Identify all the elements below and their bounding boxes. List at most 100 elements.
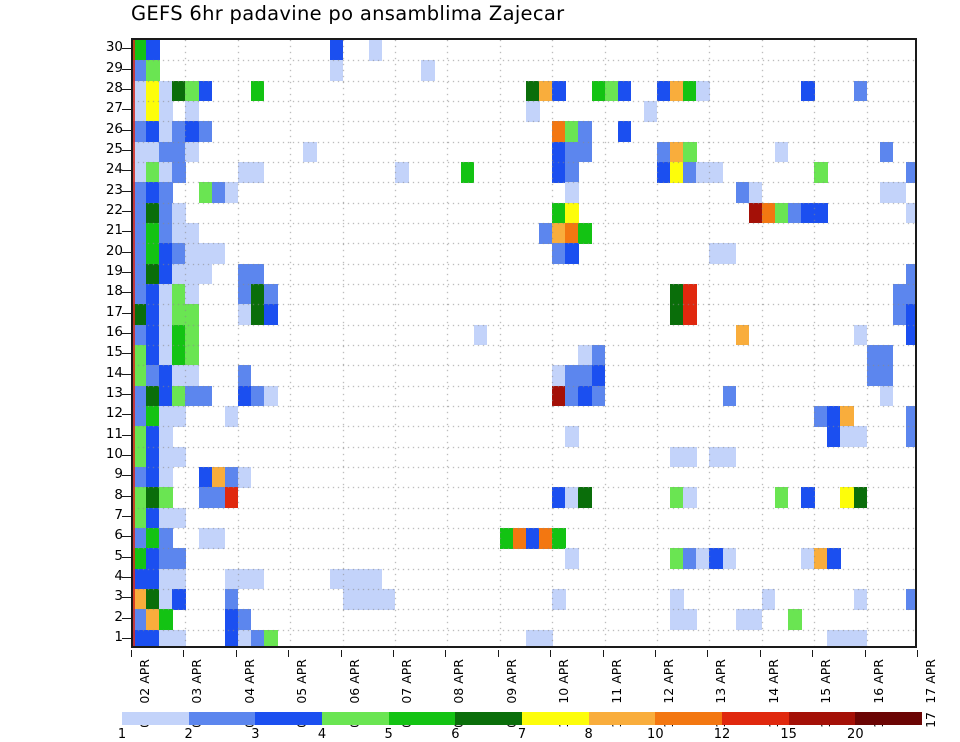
y-axis-tick-label: 24 xyxy=(105,161,123,178)
y-axis-tick-label: 14 xyxy=(105,364,123,381)
colorbar-segment xyxy=(122,712,189,725)
heatmap-cell xyxy=(133,304,147,326)
x-axis-tick-label: 13 APR xyxy=(713,659,729,704)
heatmap-cell xyxy=(146,406,160,427)
heatmap-cell xyxy=(670,446,684,468)
heatmap-cell xyxy=(198,182,212,204)
y-axis-tick-label: 27 xyxy=(105,100,123,117)
x-axis-tick xyxy=(340,650,342,657)
y-axis-tick xyxy=(122,88,131,90)
heatmap-cell xyxy=(211,467,226,488)
heatmap-cell xyxy=(146,223,160,244)
heatmap-cell xyxy=(617,121,632,143)
heatmap-cell xyxy=(670,80,684,102)
heatmap-cell xyxy=(133,284,147,305)
heatmap-cell xyxy=(172,243,186,265)
heatmap-cell xyxy=(133,182,147,204)
y-axis-tick-label: 5 xyxy=(114,547,123,564)
heatmap-cell xyxy=(237,284,252,305)
x-axis-tick xyxy=(707,650,709,657)
heatmap-cell xyxy=(133,60,147,82)
heatmap-cell xyxy=(604,80,619,102)
heatmap-cell xyxy=(748,202,763,224)
heatmap-cell xyxy=(735,609,750,631)
heatmap-cell xyxy=(892,304,907,326)
heatmap-cell xyxy=(814,202,828,224)
heatmap-cell xyxy=(565,202,579,224)
heatmap-cell xyxy=(395,162,409,183)
colorbar-segment xyxy=(788,712,856,725)
heatmap-cell xyxy=(146,324,160,346)
heatmap-cell xyxy=(565,121,579,143)
y-axis-tick xyxy=(122,454,131,456)
x-axis-tick xyxy=(759,650,761,657)
heatmap-cell xyxy=(185,80,199,102)
heatmap-cell xyxy=(172,446,186,468)
heatmap-cell xyxy=(264,304,278,326)
y-axis: 1 2 3 4 5 6 7 8 9 10 11 12 13 14 15 16 17 18 19 20 21 22 23 24 2… xyxy=(95,38,131,648)
heatmap-cell xyxy=(146,121,160,143)
heatmap-cell xyxy=(146,304,160,326)
heatmap-cell xyxy=(905,304,915,326)
y-axis-tick xyxy=(122,149,131,151)
colorbar-tick-label: 5 xyxy=(384,727,393,742)
y-axis-tick-label: 26 xyxy=(105,120,123,137)
heatmap-cells xyxy=(133,40,915,646)
heatmap-cell xyxy=(250,629,265,646)
heatmap-cell xyxy=(683,548,697,570)
y-axis-tick-label: 4 xyxy=(114,567,123,584)
heatmap-cell xyxy=(905,324,915,346)
heatmap-cell xyxy=(237,162,252,183)
heatmap-cell xyxy=(853,80,867,102)
heatmap-cell xyxy=(159,385,173,407)
heatmap-cell xyxy=(905,202,915,224)
y-axis-tick xyxy=(122,332,131,334)
heatmap-cell xyxy=(722,548,736,570)
heatmap-cell xyxy=(237,385,252,407)
heatmap-cell xyxy=(591,365,605,387)
heatmap-cell xyxy=(172,507,186,529)
heatmap-cell xyxy=(185,304,199,326)
heatmap-cell xyxy=(722,243,736,265)
y-axis-tick xyxy=(122,637,131,639)
heatmap-cell xyxy=(146,487,160,509)
x-axis-tick xyxy=(393,650,394,657)
heatmap-cell xyxy=(159,426,173,448)
heatmap-cell xyxy=(853,487,867,509)
y-axis-tick-label: 15 xyxy=(105,344,123,361)
heatmap-cell xyxy=(368,40,383,61)
heatmap-cell xyxy=(159,507,173,529)
heatmap-cell xyxy=(146,365,160,387)
analysis-time-marker xyxy=(133,40,135,646)
heatmap-cell xyxy=(905,162,915,183)
heatmap-cell xyxy=(670,589,684,610)
heatmap-cell xyxy=(814,548,828,570)
heatmap-cell xyxy=(840,629,854,646)
heatmap-cell xyxy=(159,162,173,183)
heatmap-cell xyxy=(329,60,343,82)
y-axis-tick xyxy=(122,515,131,517)
heatmap-cell xyxy=(146,202,160,224)
y-axis-tick-label: 6 xyxy=(114,527,123,544)
heatmap-cell xyxy=(172,162,186,183)
y-axis-tick xyxy=(122,170,131,172)
y-axis-tick-label: 9 xyxy=(114,466,123,483)
x-axis-tick xyxy=(288,650,290,657)
heatmap-cell xyxy=(133,589,147,610)
heatmap-cell xyxy=(237,629,252,646)
heatmap-cell xyxy=(866,345,881,366)
heatmap-cell xyxy=(172,406,186,427)
heatmap-cell xyxy=(552,202,566,224)
heatmap-cell xyxy=(172,304,186,326)
heatmap-cell xyxy=(761,202,776,224)
heatmap-cell xyxy=(146,162,160,183)
heatmap-cell xyxy=(761,589,776,610)
x-axis-tick-label: 09 APR xyxy=(503,659,519,704)
heatmap-cell xyxy=(146,548,160,570)
heatmap-cell xyxy=(172,589,186,610)
plot-area xyxy=(131,38,917,648)
heatmap-cell xyxy=(709,162,723,183)
heatmap-cell xyxy=(159,609,173,631)
heatmap-cell xyxy=(250,304,265,326)
